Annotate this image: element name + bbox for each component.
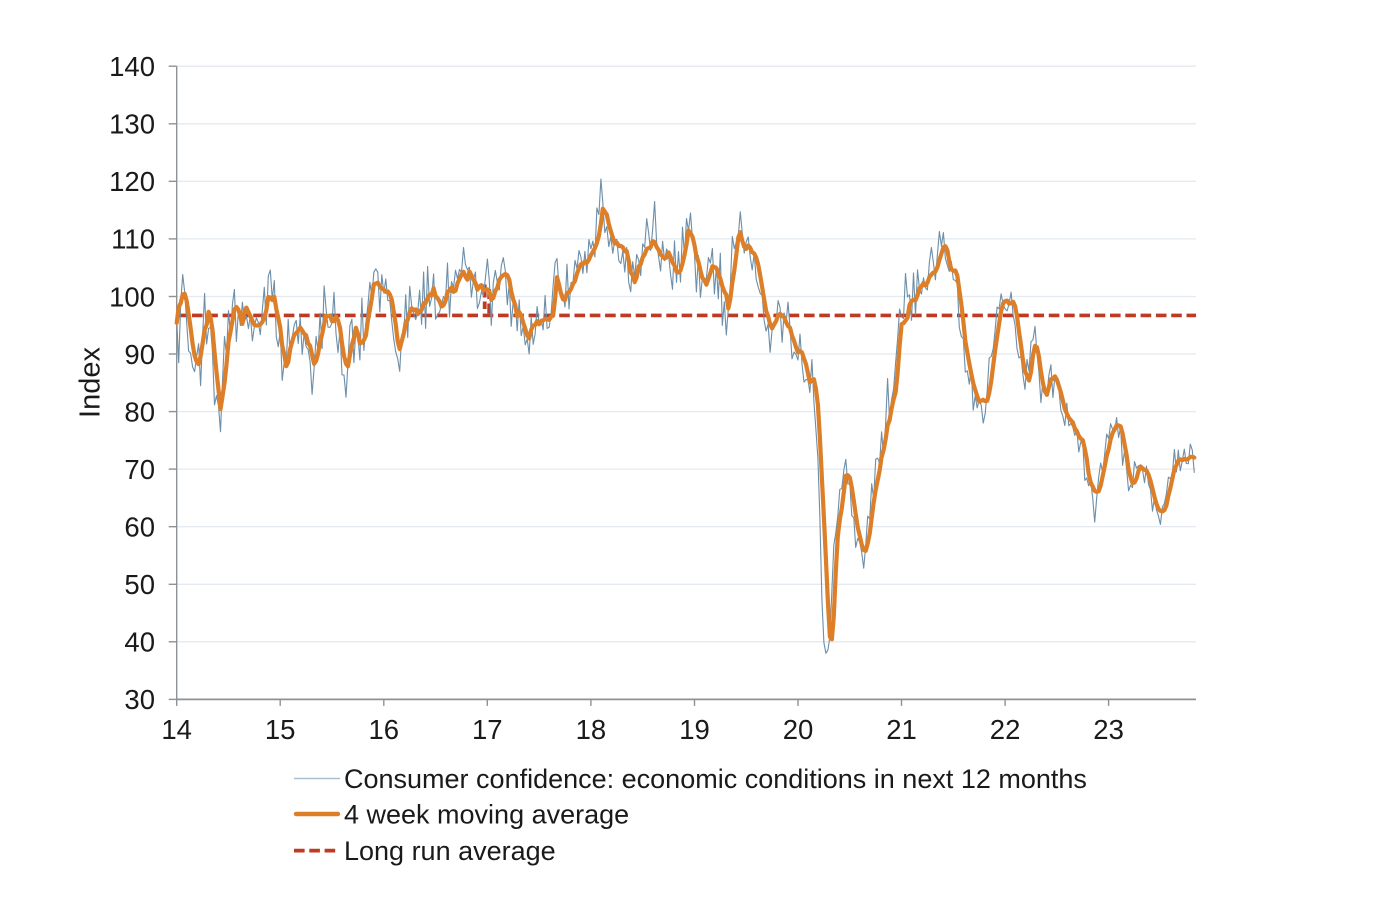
svg-text:130: 130: [109, 109, 155, 140]
svg-text:120: 120: [109, 166, 155, 197]
svg-text:80: 80: [124, 396, 155, 427]
svg-text:100: 100: [109, 281, 155, 312]
svg-text:15: 15: [265, 714, 296, 745]
svg-text:18: 18: [576, 714, 607, 745]
svg-text:50: 50: [124, 569, 155, 600]
svg-text:110: 110: [111, 224, 155, 255]
svg-text:17: 17: [472, 714, 503, 745]
svg-text:14: 14: [161, 714, 192, 745]
svg-text:60: 60: [124, 512, 155, 543]
svg-text:Index: Index: [75, 347, 107, 418]
svg-text:4 week moving average: 4 week moving average: [344, 800, 629, 830]
svg-text:140: 140: [109, 51, 155, 82]
svg-text:22: 22: [990, 714, 1021, 745]
svg-text:23: 23: [1093, 714, 1124, 745]
svg-text:70: 70: [124, 454, 155, 485]
svg-text:Consumer confidence: economic: Consumer confidence: economic conditions…: [344, 764, 1087, 794]
svg-text:30: 30: [124, 684, 155, 715]
svg-text:16: 16: [369, 714, 400, 745]
svg-text:40: 40: [124, 627, 155, 658]
svg-text:Long run average: Long run average: [344, 836, 556, 866]
svg-text:90: 90: [124, 339, 155, 370]
svg-text:19: 19: [679, 714, 710, 745]
svg-text:20: 20: [783, 714, 814, 745]
svg-text:21: 21: [886, 714, 917, 745]
